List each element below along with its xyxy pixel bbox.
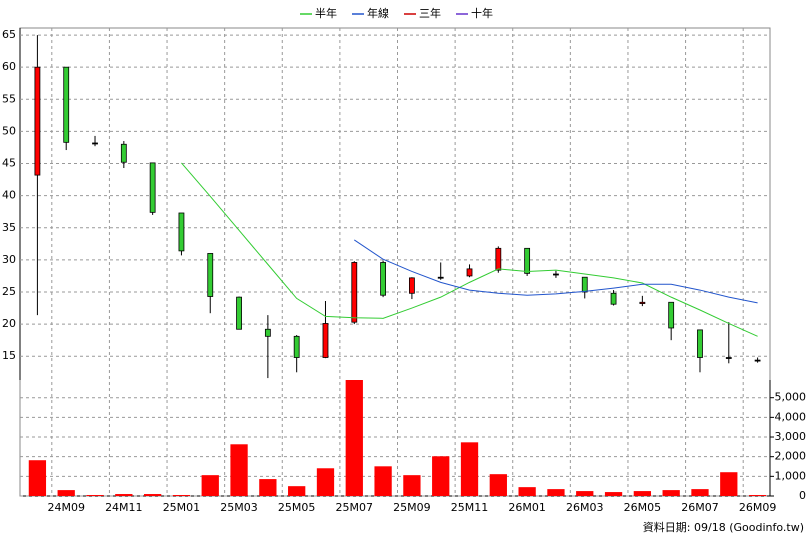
candle-body <box>63 66 70 143</box>
y-tick-label: 40 <box>2 189 16 202</box>
candle-body <box>754 359 761 362</box>
candle-body <box>293 335 300 358</box>
y-tick-label: 55 <box>2 92 16 105</box>
volume-bar <box>547 489 565 496</box>
x-tick-label: 24M09 <box>47 501 85 514</box>
volume-bar <box>230 444 248 496</box>
y-tick-label: 15 <box>2 349 16 362</box>
y-tick-label: 20 <box>2 317 16 330</box>
x-tick-label: 26M03 <box>566 501 604 514</box>
volume-bar <box>518 487 536 496</box>
y-tick-label: 65 <box>2 28 16 41</box>
candle-body <box>34 66 41 176</box>
candle-body <box>178 212 185 252</box>
candle-body <box>264 328 271 337</box>
x-tick-label: 25M09 <box>393 501 431 514</box>
x-tick-label: 24M11 <box>105 501 143 514</box>
volume-bar <box>143 494 162 496</box>
y-tick-label: 35 <box>2 221 16 234</box>
candle-body <box>120 143 127 163</box>
footer: 資料日期: 09/18 (Goodinfo.tw) <box>643 520 804 534</box>
candle-body <box>92 142 98 145</box>
candle-body <box>639 301 646 304</box>
y2-tick-label: 2,000 <box>775 450 807 463</box>
y-tick-label: 60 <box>2 60 16 73</box>
y2-tick-label: 3,000 <box>775 430 807 443</box>
x-tick-label: 26M07 <box>681 501 719 514</box>
candle-body <box>437 276 444 279</box>
candle-body <box>236 296 242 330</box>
volume-bar <box>86 495 104 496</box>
ma-line <box>181 162 758 337</box>
volume-bar <box>432 456 450 496</box>
x-tick-label: 25M03 <box>220 501 258 514</box>
x-tick-label: 25M11 <box>451 501 489 514</box>
volume-bar <box>115 494 133 496</box>
candle-body <box>322 323 329 358</box>
candle-body <box>524 247 531 274</box>
volume-bar <box>662 490 680 496</box>
candle-body <box>610 292 617 305</box>
y2-tick-label: 5,000 <box>775 391 807 404</box>
volume-bar <box>288 486 306 496</box>
volume-bar <box>489 474 507 496</box>
candle-body <box>697 329 703 358</box>
legend-label: 三年 <box>419 6 441 20</box>
x-tick-label: 26M05 <box>624 501 662 514</box>
legend-label: 年線 <box>367 6 389 20</box>
volume-bar <box>720 472 738 496</box>
candle-body <box>380 262 386 296</box>
x-tick-label: 26M09 <box>739 501 777 514</box>
y-tick-label: 50 <box>2 124 16 137</box>
y-tick-label: 30 <box>2 253 16 266</box>
volume-bar <box>57 490 75 496</box>
candle-body <box>207 253 214 297</box>
ma-line <box>354 239 758 304</box>
legend-label: 十年 <box>471 6 493 20</box>
candle-body <box>409 277 415 294</box>
candle-body <box>466 268 473 277</box>
legend-label: 半年 <box>315 6 337 20</box>
volume-bar <box>259 479 277 496</box>
volume-bar <box>633 491 652 496</box>
volume-bar <box>201 475 219 496</box>
volume-bar <box>316 468 335 496</box>
candle-body <box>581 276 588 293</box>
candle-body <box>495 247 502 271</box>
candle-body <box>149 162 156 213</box>
candle-body <box>725 357 732 359</box>
volume-bar <box>691 489 709 496</box>
x-tick-label: 26M01 <box>508 501 546 514</box>
volume-bar <box>748 495 767 496</box>
x-tick-label: 25M07 <box>336 501 374 514</box>
volume-bar <box>576 491 594 496</box>
candle-body <box>553 273 559 276</box>
y2-tick-label: 4,000 <box>775 410 807 423</box>
y-tick-label: 25 <box>2 285 16 298</box>
y2-tick-label: 0 <box>799 489 806 502</box>
volume-bar <box>604 492 623 496</box>
x-tick-label: 25M05 <box>278 501 316 514</box>
volume-bar <box>403 475 421 496</box>
volume-bar <box>460 442 479 496</box>
candle-body <box>351 262 358 323</box>
y-tick-label: 45 <box>2 157 16 170</box>
volume-bar <box>172 495 191 496</box>
candle-body <box>668 301 675 329</box>
x-tick-label: 25M01 <box>163 501 201 514</box>
volume-bar <box>345 380 363 496</box>
volume-bar <box>28 460 47 496</box>
plot-frame <box>19 27 771 497</box>
volume-bar <box>374 466 392 496</box>
y2-tick-label: 1,000 <box>775 469 807 482</box>
